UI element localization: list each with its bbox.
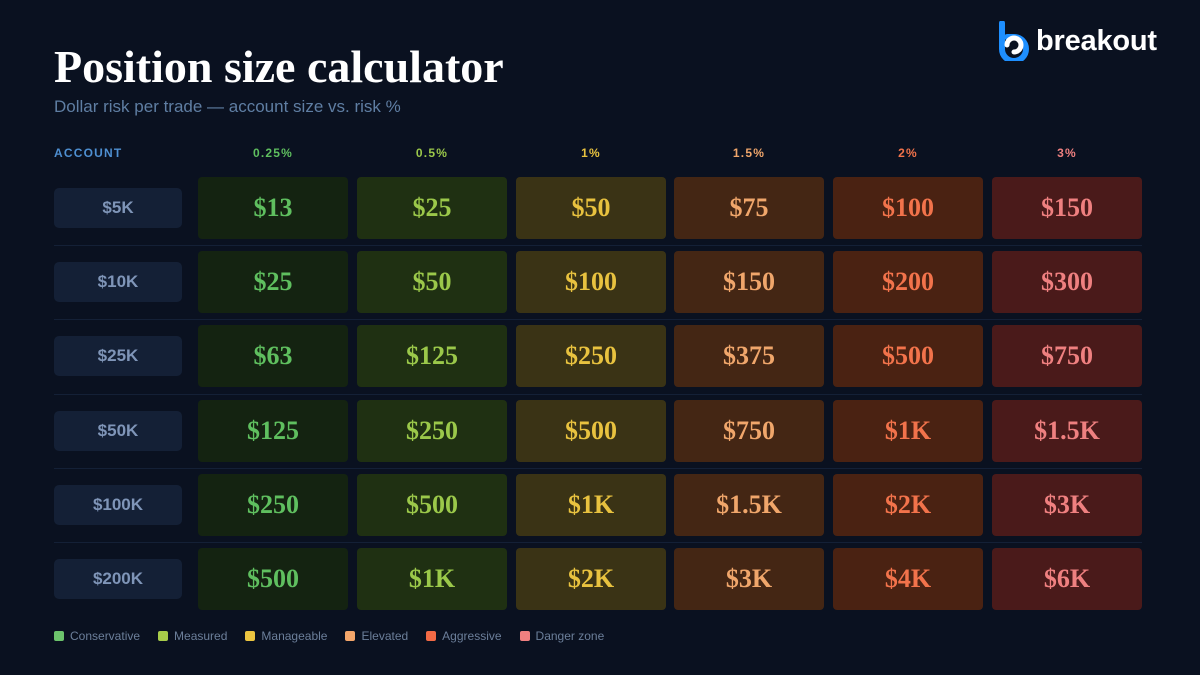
account-label: $100K xyxy=(54,485,182,525)
risk-cell: $50 xyxy=(516,177,666,239)
brand-logo: breakout xyxy=(998,20,1157,62)
risk-cell: $2K xyxy=(516,548,666,610)
legend-item: Aggressive xyxy=(426,629,502,643)
legend-label: Manageable xyxy=(261,629,328,643)
risk-cell: $750 xyxy=(674,400,824,462)
risk-cell: $500 xyxy=(357,474,507,536)
risk-cell: $2K xyxy=(833,474,983,536)
account-label: $50K xyxy=(54,411,182,451)
risk-cell: $13 xyxy=(198,177,348,239)
legend-swatch xyxy=(345,631,356,641)
risk-cell: $100 xyxy=(833,177,983,239)
risk-cell: $250 xyxy=(357,400,507,462)
risk-cell: $500 xyxy=(198,548,348,610)
legend-swatch xyxy=(158,631,169,641)
risk-cell: $25 xyxy=(357,177,507,239)
risk-cell: $63 xyxy=(198,325,348,387)
risk-cell: $1K xyxy=(357,548,507,610)
risk-cell: $150 xyxy=(992,177,1142,239)
risk-cell: $100 xyxy=(516,251,666,313)
risk-cell: $125 xyxy=(357,325,507,387)
risk-cell: $750 xyxy=(992,325,1142,387)
risk-cell: $250 xyxy=(198,474,348,536)
legend-swatch xyxy=(519,631,530,641)
risk-cell: $6K xyxy=(992,548,1142,610)
column-header-4: 1.5% xyxy=(732,146,766,160)
legend-label: Elevated xyxy=(361,629,409,643)
risk-cell: $125 xyxy=(198,400,348,462)
b-logo-icon xyxy=(999,21,1029,61)
legend-item: Conservative xyxy=(54,629,140,643)
legend-item: Danger zone xyxy=(519,629,605,643)
column-header-3: 1% xyxy=(581,146,601,160)
row-divider xyxy=(54,319,1142,320)
column-header-6: 3% xyxy=(1057,146,1077,160)
legend-item: Manageable xyxy=(245,629,327,643)
legend-swatch xyxy=(426,631,437,641)
legend-item: Measured xyxy=(158,629,227,643)
risk-cell: $50 xyxy=(357,251,507,313)
account-label: $5K xyxy=(54,188,182,228)
account-label: $10K xyxy=(54,262,182,302)
legend: Conservative Measured Manageable Elevated Ag… xyxy=(54,628,604,644)
risk-cell: $1K xyxy=(833,400,983,462)
account-column-header: ACCOUNT xyxy=(54,146,123,160)
risk-cell: $375 xyxy=(674,325,824,387)
risk-cell: $4K xyxy=(833,548,983,610)
risk-cell: $500 xyxy=(833,325,983,387)
column-header-2: 0.5% xyxy=(415,146,449,160)
risk-cell: $500 xyxy=(516,400,666,462)
legend-swatch xyxy=(54,631,64,641)
row-divider xyxy=(54,394,1142,395)
row-divider xyxy=(54,245,1142,246)
risk-cell: $3K xyxy=(992,474,1142,536)
row-divider xyxy=(54,468,1142,469)
risk-cell: $1.5K xyxy=(674,474,824,536)
legend-label: Aggressive xyxy=(442,629,502,643)
risk-cell: $25 xyxy=(198,251,348,313)
risk-cell: $1.5K xyxy=(992,400,1142,462)
legend-label: Measured xyxy=(174,629,228,643)
page-subtitle: Dollar risk per trade — account size vs.… xyxy=(54,97,401,116)
account-label: $200K xyxy=(54,559,182,599)
risk-cell: $150 xyxy=(674,251,824,313)
legend-swatch xyxy=(245,631,256,641)
risk-cell: $3K xyxy=(674,548,824,610)
brand-name: breakout xyxy=(1036,24,1157,57)
risk-cell: $250 xyxy=(516,325,666,387)
account-label: $25K xyxy=(54,336,182,376)
risk-cell: $300 xyxy=(992,251,1142,313)
legend-item: Elevated xyxy=(345,629,408,643)
row-divider xyxy=(54,542,1142,543)
risk-cell: $1K xyxy=(516,474,666,536)
page-title: Position size calculator xyxy=(54,41,504,92)
column-header-5: 2% xyxy=(898,146,918,160)
legend-label: Conservative xyxy=(70,629,141,643)
legend-label: Danger zone xyxy=(535,629,605,643)
risk-cell: $200 xyxy=(833,251,983,313)
risk-cell: $75 xyxy=(674,177,824,239)
column-header-1: 0.25% xyxy=(252,146,294,160)
